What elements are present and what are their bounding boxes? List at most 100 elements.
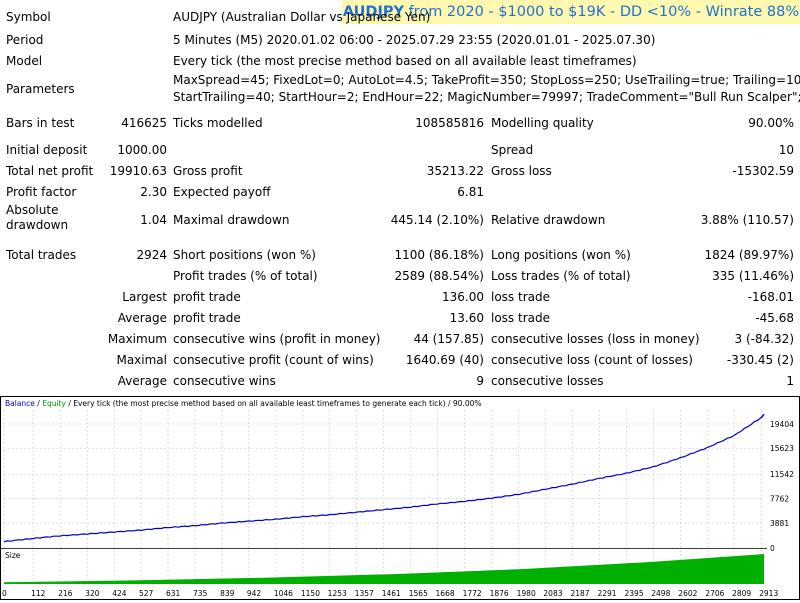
- profit-factor-label: Profit factor: [6, 185, 77, 199]
- x-tick-label: 0: [2, 589, 7, 598]
- x-tick-label: 1461: [382, 589, 401, 598]
- largest-prefix: Largest: [122, 290, 167, 304]
- row-model: Model Every tick (the most precise metho…: [0, 51, 800, 72]
- maximal-drawdown-label: Maximal drawdown: [173, 213, 290, 227]
- spread-label: Spread: [491, 143, 534, 157]
- largest-profit-value: 136.00: [442, 290, 484, 304]
- average-consecutive-losses-value: 1: [786, 374, 794, 388]
- period-value: 5 Minutes (M5) 2020.01.02 06:00 - 2025.0…: [173, 33, 656, 47]
- row-net-profit: Total net profit 19910.63 Gross profit 3…: [0, 161, 800, 182]
- row-initial-deposit: Initial deposit 1000.00 Spread 10: [0, 140, 800, 161]
- x-tick-label: 2706: [705, 589, 724, 598]
- expected-payoff-label: Expected payoff: [173, 185, 271, 199]
- x-tick-label: 1046: [274, 589, 293, 598]
- spread-value: 10: [778, 143, 794, 157]
- short-positions-value: 1100 (86.18%): [394, 248, 484, 262]
- x-tick-label: 2809: [732, 589, 751, 598]
- net-profit-value: 19910.63: [109, 164, 167, 178]
- parameters-label: Parameters: [6, 82, 75, 96]
- initial-deposit-label: Initial deposit: [6, 143, 88, 157]
- maximum-wins-label: consecutive wins (profit in money): [173, 332, 381, 346]
- x-tick-label: 1357: [355, 589, 374, 598]
- expected-payoff-value: 6.81: [457, 185, 484, 199]
- long-positions-value: 1824 (89.97%): [704, 248, 794, 262]
- x-tick-label: 2291: [597, 589, 616, 598]
- largest-loss-value: -168.01: [747, 290, 794, 304]
- size-label: Size: [5, 551, 21, 560]
- x-tick-label: 1150: [301, 589, 320, 598]
- average-consecutive-losses-label: consecutive losses: [491, 374, 604, 388]
- parameters-line2: StartTrailing=40; StartHour=2; EndHour=2…: [173, 90, 800, 104]
- x-tick-label: 1565: [409, 589, 428, 598]
- profit-factor-value: 2.30: [140, 185, 167, 199]
- relative-drawdown-value: 3.88% (110.57): [700, 213, 794, 227]
- x-tick-label: 1668: [436, 589, 455, 598]
- row-maximal: Maximal consecutive profit (count of win…: [0, 350, 800, 371]
- average-loss-label: loss trade: [491, 311, 550, 325]
- x-tick-label: 1253: [328, 589, 347, 598]
- x-tick-label: 1772: [463, 589, 482, 598]
- average-consecutive-wins-value: 9: [476, 374, 484, 388]
- average-profit-label: profit trade: [173, 311, 241, 325]
- net-profit-label: Total net profit: [6, 164, 94, 178]
- symbol-value: AUDJPY (Australian Dollar vs Japanese Ye…: [173, 10, 431, 24]
- absolute-drawdown-value: 1.04: [140, 213, 167, 227]
- chart-legend: Balance / Equity / Every tick (the most …: [5, 399, 482, 408]
- maximal-profit-label: consecutive profit (count of wins): [173, 353, 374, 367]
- gross-profit-value: 35213.22: [426, 164, 484, 178]
- maximum-prefix: Maximum: [107, 332, 167, 346]
- x-tick-label: 631: [166, 589, 181, 598]
- legend-balance: Balance: [5, 399, 35, 408]
- profit-trades-label: Profit trades (% of total): [173, 269, 318, 283]
- row-average: Average profit trade 13.60 loss trade -4…: [0, 308, 800, 329]
- row-profit-trades: Profit trades (% of total) 2589 (88.54%)…: [0, 266, 800, 287]
- x-tick-label: 2498: [651, 589, 670, 598]
- legend-rest: / Every tick (the most precise method ba…: [66, 399, 482, 408]
- y-tick-label: 15623: [770, 444, 794, 453]
- gross-loss-value: -15302.59: [732, 164, 794, 178]
- maximum-losses-value: 3 (-84.32): [734, 332, 795, 346]
- row-profit-factor: Profit factor 2.30 Expected payoff 6.81: [0, 182, 800, 203]
- model-label: Model: [6, 54, 43, 68]
- bars-label: Bars in test: [6, 116, 75, 130]
- row-maximum: Maximum consecutive wins (profit in mone…: [0, 329, 800, 350]
- absolute-drawdown-label1: Absolute: [6, 203, 59, 217]
- y-axis-ticks: 19404 15623 11542 7762 3881 0: [770, 420, 794, 553]
- balance-line: [3, 413, 765, 543]
- legend-sep: /: [35, 399, 42, 408]
- symbol-label: Symbol: [6, 10, 51, 24]
- x-tick-label: 424: [112, 589, 127, 598]
- quality-label: Modelling quality: [491, 116, 594, 130]
- balance-chart: Balance / Equity / Every tick (the most …: [0, 396, 800, 600]
- x-tick-label: 2602: [678, 589, 697, 598]
- y-tick-label: 3881: [770, 519, 789, 528]
- ticks-label: Ticks modelled: [173, 116, 263, 130]
- x-tick-label: 2395: [625, 589, 644, 598]
- legend-equity: Equity: [42, 399, 66, 408]
- banner-text: from 2020 - $1000 to $19K - DD <10% - Wi…: [408, 4, 800, 20]
- maximum-losses-label: consecutive losses (loss in money): [491, 332, 700, 346]
- banner-symbol: AUDJPY: [342, 4, 404, 20]
- row-average-consecutive: Average consecutive wins 9 consecutive l…: [0, 371, 800, 392]
- average-consecutive-prefix: Average: [117, 374, 167, 388]
- long-positions-label: Long positions (won %): [491, 248, 631, 262]
- parameters-line1: MaxSpread=45; FixedLot=0; AutoLot=4.5; T…: [173, 73, 800, 87]
- bars-value: 416625: [121, 116, 167, 130]
- largest-profit-label: profit trade: [173, 290, 241, 304]
- total-trades-value: 2924: [136, 248, 167, 262]
- ticks-value: 108585816: [415, 116, 484, 130]
- balance-chart-panel: Balance / Equity / Every tick (the most …: [0, 396, 800, 600]
- x-tick-label: 1980: [517, 589, 536, 598]
- model-value: Every tick (the most precise method base…: [173, 54, 637, 68]
- row-parameters-label: Parameters: [0, 79, 800, 100]
- x-tick-label: 527: [139, 589, 154, 598]
- loss-trades-value: 335 (11.46%): [712, 269, 794, 283]
- short-positions-label: Short positions (won %): [173, 248, 316, 262]
- chart-grid: [3, 410, 764, 584]
- y-tick-label: 11542: [770, 470, 794, 479]
- row-period: Period 5 Minutes (M5) 2020.01.02 06:00 -…: [0, 30, 800, 51]
- row-total-trades: Total trades 2924 Short positions (won %…: [0, 245, 800, 266]
- average-profit-value: 13.60: [449, 311, 484, 325]
- y-tick-label: 0: [770, 544, 775, 553]
- size-area: [4, 554, 764, 584]
